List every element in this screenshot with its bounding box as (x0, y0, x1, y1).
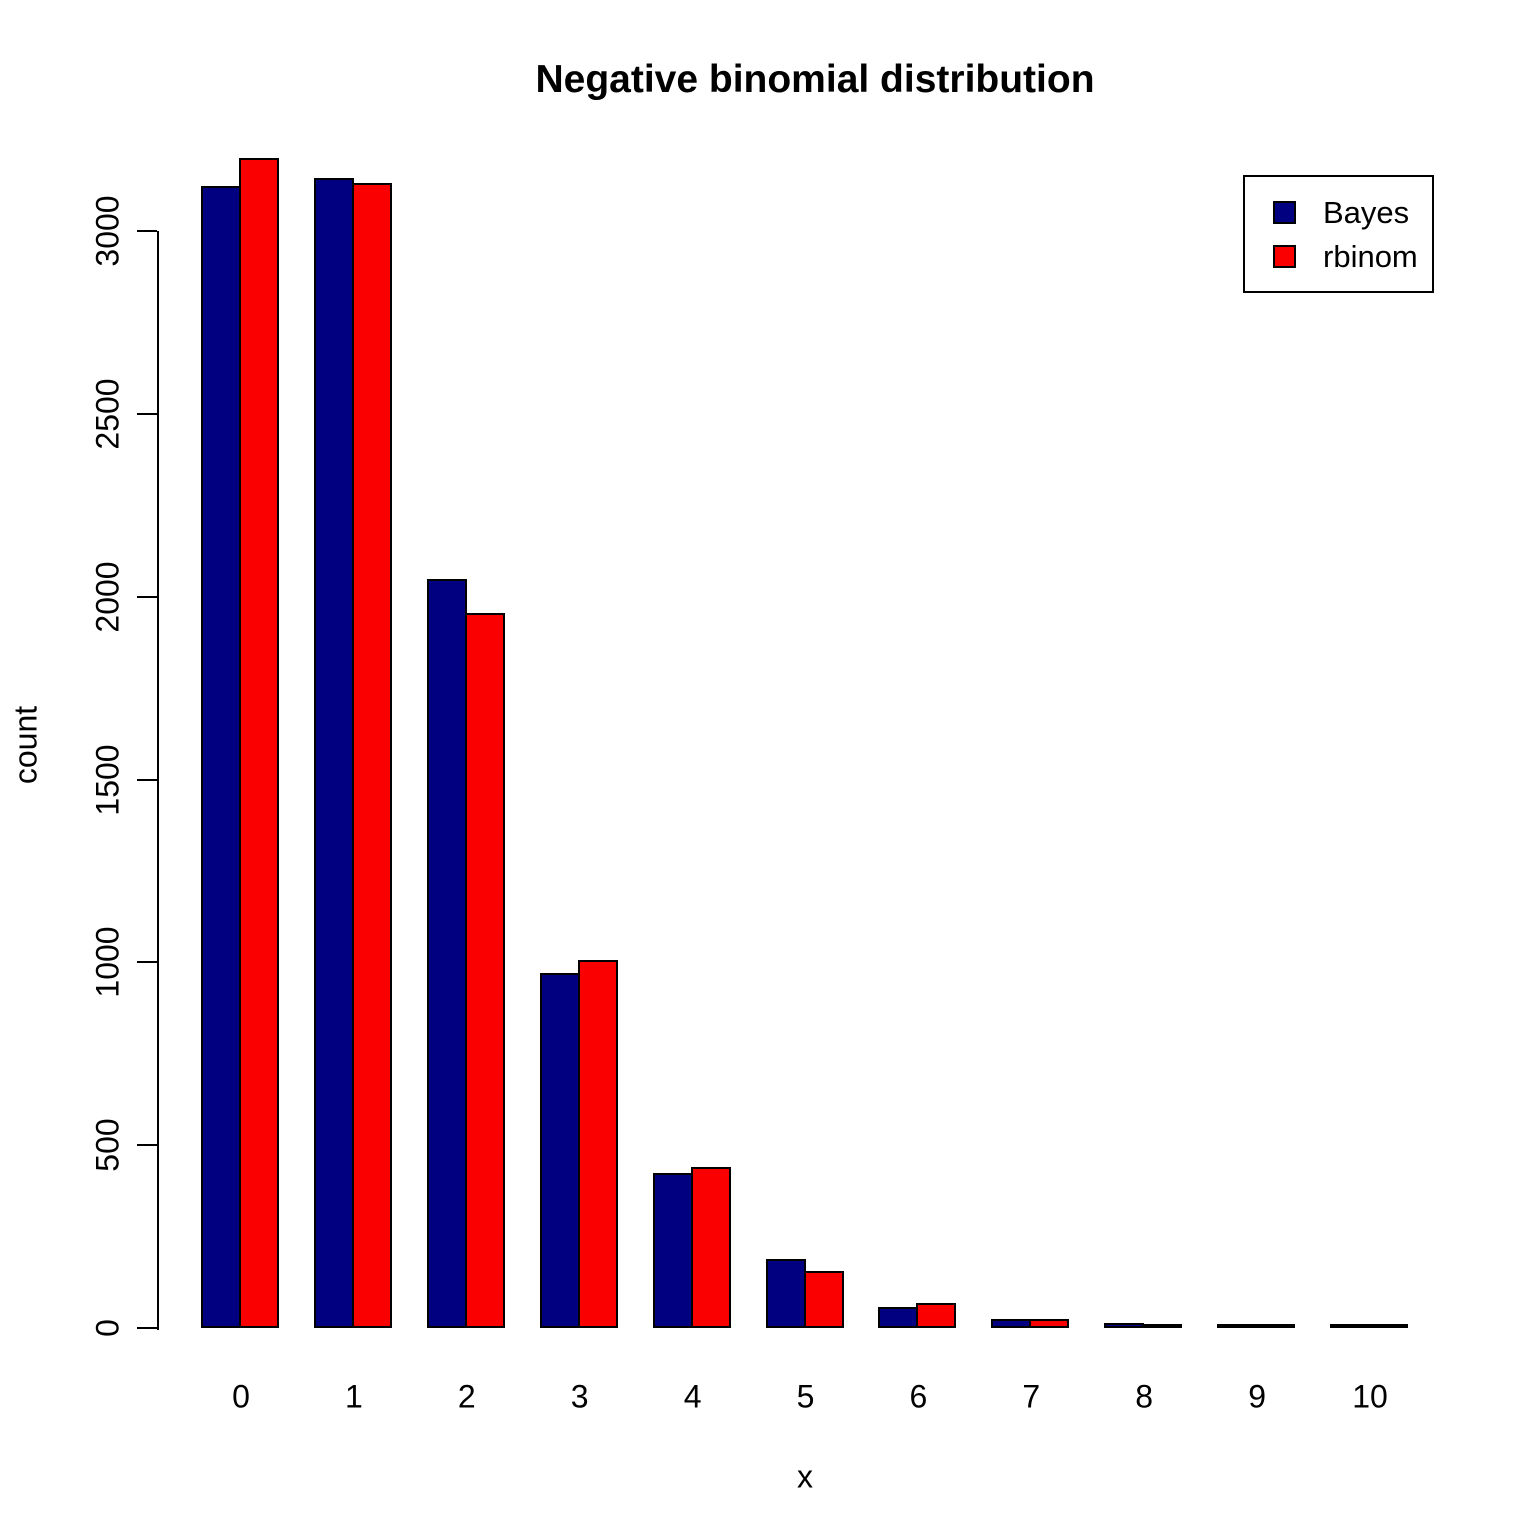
legend-swatch-rbinom (1273, 244, 1296, 268)
bar-rbinom-x3 (578, 960, 618, 1328)
legend-item-rbinom: rbinom (1273, 241, 1432, 272)
y-tick-label: 1500 (89, 743, 126, 816)
y-axis-tick (137, 1327, 157, 1329)
bar-bayes-x5 (766, 1259, 806, 1328)
y-tick-label: 2500 (89, 378, 126, 450)
bar-bayes-x0 (201, 186, 241, 1328)
legend-item-bayes: Bayes (1273, 197, 1432, 228)
bar-rbinom-x10 (1368, 1324, 1408, 1328)
x-tick-label: 9 (1248, 1378, 1266, 1415)
bar-rbinom-x4 (691, 1167, 731, 1328)
y-axis-tick (137, 961, 157, 964)
y-axis-tick (137, 778, 157, 781)
bar-rbinom-x0 (239, 157, 279, 1328)
y-axis-tick (137, 595, 157, 598)
bar-rbinom-x8 (1142, 1324, 1182, 1328)
bar-rbinom-x1 (352, 182, 392, 1328)
legend: Bayes rbinom (1243, 175, 1434, 293)
bar-bayes-x8 (1104, 1323, 1144, 1328)
bar-rbinom-x5 (804, 1270, 844, 1328)
bar-bayes-x6 (878, 1306, 918, 1328)
bar-rbinom-x7 (1029, 1318, 1069, 1328)
y-tick-label: 2000 (89, 561, 126, 633)
y-axis-tick (137, 1144, 157, 1147)
bar-bayes-x7 (991, 1319, 1031, 1328)
bar-bayes-x2 (427, 579, 467, 1328)
y-axis-line (157, 231, 159, 1330)
bar-bayes-x9 (1217, 1324, 1257, 1328)
bar-bayes-x1 (314, 178, 354, 1328)
y-axis-tick (137, 230, 157, 232)
y-tick-label: 0 (89, 1319, 126, 1337)
chart-title: Negative binomial distribution (535, 58, 1095, 101)
x-tick-label: 3 (570, 1378, 589, 1415)
bar-bayes-x10 (1330, 1324, 1370, 1328)
y-axis-tick (137, 412, 157, 415)
y-tick-label: 500 (89, 1118, 126, 1172)
x-tick-label: 2 (457, 1378, 476, 1415)
y-tick-label: 1000 (89, 926, 126, 998)
x-tick-label: 4 (683, 1378, 702, 1415)
x-tick-label: 5 (796, 1378, 815, 1415)
x-axis-title: x (797, 1458, 813, 1495)
bar-bayes-x4 (653, 1172, 693, 1328)
x-tick-label: 8 (1135, 1378, 1154, 1415)
x-tick-label: 7 (1022, 1378, 1041, 1415)
legend-swatch-bayes (1273, 200, 1296, 224)
y-tick-label: 3000 (89, 195, 126, 267)
bar-bayes-x3 (540, 972, 580, 1328)
bar-rbinom-x6 (916, 1302, 956, 1328)
x-tick-label: 10 (1352, 1378, 1388, 1415)
x-tick-label: 0 (232, 1378, 250, 1415)
bar-rbinom-x2 (465, 612, 505, 1328)
legend-label-rbinom: rbinom (1323, 238, 1418, 274)
x-tick-label: 6 (909, 1378, 928, 1415)
x-tick-label: 1 (344, 1378, 363, 1415)
legend-label-bayes: Bayes (1323, 194, 1410, 230)
bar-rbinom-x9 (1255, 1324, 1295, 1328)
